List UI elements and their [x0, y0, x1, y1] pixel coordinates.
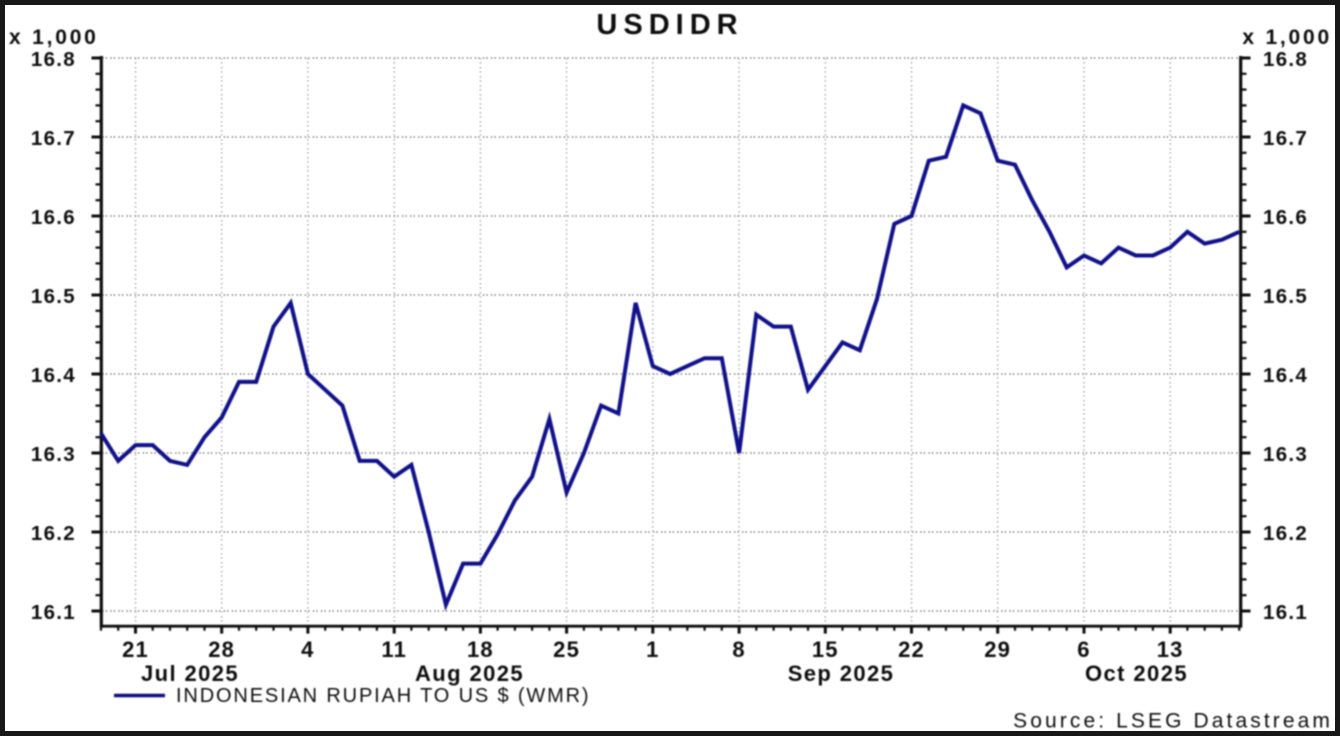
svg-text:16.7: 16.7: [31, 127, 76, 150]
svg-text:16.2: 16.2: [31, 522, 76, 545]
svg-text:INDONESIAN RUPIAH TO US $ (WMR: INDONESIAN RUPIAH TO US $ (WMR): [176, 685, 590, 707]
svg-text:16.7: 16.7: [1263, 127, 1308, 150]
svg-text:16.6: 16.6: [31, 206, 76, 229]
svg-text:22: 22: [898, 637, 925, 662]
svg-text:16.3: 16.3: [31, 443, 76, 466]
svg-text:x 1,000: x 1,000: [9, 26, 99, 49]
svg-text:16.5: 16.5: [31, 285, 76, 308]
svg-text:16.2: 16.2: [1263, 522, 1308, 545]
svg-text:Jul 2025: Jul 2025: [141, 661, 239, 686]
svg-text:16.1: 16.1: [1263, 601, 1308, 624]
svg-text:x 1,000: x 1,000: [1242, 26, 1332, 49]
svg-text:4: 4: [301, 637, 314, 662]
svg-text:11: 11: [381, 637, 407, 662]
svg-text:16.3: 16.3: [1263, 443, 1308, 466]
svg-text:Oct 2025: Oct 2025: [1085, 661, 1188, 686]
svg-text:16.5: 16.5: [1263, 285, 1308, 308]
svg-text:16.1: 16.1: [31, 601, 76, 624]
svg-text:6: 6: [1077, 637, 1090, 662]
svg-text:1: 1: [646, 637, 659, 662]
svg-text:USDIDR: USDIDR: [596, 9, 743, 41]
svg-text:16.8: 16.8: [31, 48, 76, 71]
svg-text:21: 21: [122, 637, 149, 662]
svg-text:Source: LSEG Datastream: Source: LSEG Datastream: [1013, 710, 1333, 733]
svg-text:29: 29: [984, 637, 1011, 662]
svg-text:15: 15: [812, 637, 839, 662]
svg-text:28: 28: [208, 637, 235, 662]
svg-text:8: 8: [732, 637, 745, 662]
svg-text:16.8: 16.8: [1263, 48, 1308, 71]
svg-text:Aug 2025: Aug 2025: [415, 661, 524, 686]
svg-text:16.6: 16.6: [1263, 206, 1308, 229]
svg-text:13: 13: [1157, 637, 1184, 662]
svg-text:16.4: 16.4: [31, 364, 76, 387]
svg-text:16.4: 16.4: [1263, 364, 1308, 387]
svg-text:25: 25: [553, 637, 580, 662]
svg-text:18: 18: [467, 637, 494, 662]
svg-text:Sep 2025: Sep 2025: [788, 661, 895, 686]
